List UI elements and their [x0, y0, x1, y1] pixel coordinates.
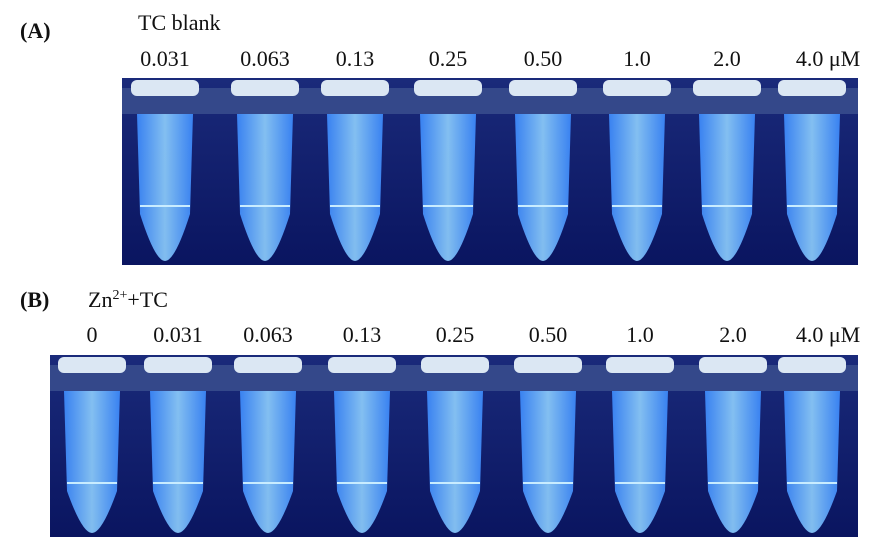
tube-cap	[514, 357, 582, 373]
tube-cap	[778, 357, 846, 373]
tube-cap	[693, 80, 761, 96]
tube-cap	[234, 357, 302, 373]
tube-cap	[144, 357, 212, 373]
tube-cap	[321, 80, 389, 96]
concentration-label: 4.0 μM	[796, 322, 860, 347]
tube-cap	[421, 357, 489, 373]
concentration-label: 0.063	[240, 46, 290, 71]
panel-label: (B)	[20, 287, 49, 312]
tube-cap	[231, 80, 299, 96]
panel-title: TC blank	[138, 10, 221, 35]
concentration-label: 0.031	[140, 46, 190, 71]
tube-cap	[509, 80, 577, 96]
concentration-label: 1.0	[626, 322, 654, 347]
tube-cap	[131, 80, 199, 96]
concentration-label: 2.0	[713, 46, 741, 71]
concentration-label: 2.0	[719, 322, 747, 347]
figure: (A) TC blank (B) Zn2++TC 0.031 0.063 0.13 0…	[0, 0, 872, 537]
concentration-label: 0.25	[429, 46, 468, 71]
tube-cap	[58, 357, 126, 373]
tube-cap	[778, 80, 846, 96]
concentration-label: 4.0 μM	[796, 46, 860, 71]
photo	[122, 78, 858, 265]
tube-cap	[606, 357, 674, 373]
concentration-label: 0.50	[524, 46, 563, 71]
tube-cap	[328, 357, 396, 373]
panel-title: Zn2++TC	[88, 287, 168, 312]
tube-cap	[603, 80, 671, 96]
tube-cap	[699, 357, 767, 373]
panel-label: (A)	[20, 18, 51, 43]
concentration-label: 0.031	[153, 322, 203, 347]
tube-cap	[414, 80, 482, 96]
concentration-label: 0.063	[243, 322, 293, 347]
title-part: +TC	[127, 287, 168, 312]
photo	[50, 355, 858, 537]
title-part: Zn	[88, 287, 112, 312]
title-superscript: 2+	[112, 288, 127, 303]
concentration-label: 0	[87, 322, 98, 347]
concentration-label: 0.50	[529, 322, 568, 347]
concentration-label: 0.13	[343, 322, 382, 347]
concentration-label: 0.13	[336, 46, 375, 71]
concentration-label: 0.25	[436, 322, 475, 347]
concentration-label: 1.0	[623, 46, 651, 71]
